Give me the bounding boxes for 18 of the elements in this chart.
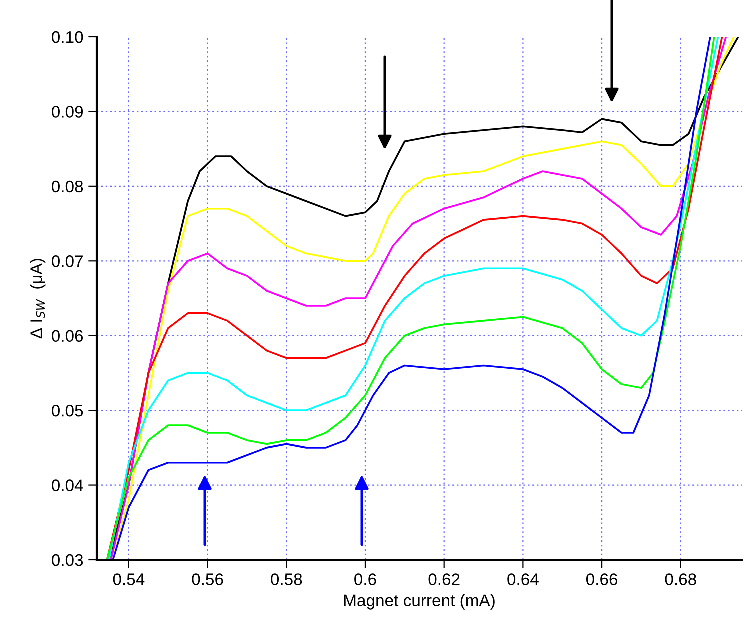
- x-tick-label: 0.64: [508, 574, 539, 586]
- y-tick-label: 0.10: [52, 31, 84, 44]
- y-tick-label: 0.06: [52, 330, 84, 342]
- x-tick-label: 0.68: [665, 574, 696, 586]
- x-tick-label: 0.6: [354, 574, 376, 586]
- x-tick-label: 0.58: [271, 574, 302, 586]
- x-tick-label: 0.66: [586, 574, 618, 586]
- x-tick-label: 0.56: [192, 574, 224, 586]
- x-axis-title: Magnet current (mA): [344, 594, 495, 610]
- x-tick-label: 0.62: [428, 574, 460, 586]
- y-tick-label: 0.07: [52, 256, 83, 268]
- y-tick-label: 0.03: [52, 554, 84, 566]
- y-tick-label: 0.05: [52, 404, 84, 417]
- y-tick-label: 0.09: [52, 106, 84, 118]
- x-tick-label: 0.54: [113, 574, 145, 586]
- y-tick-label: 0.04: [52, 480, 84, 492]
- y-tick-label: 0.08: [52, 180, 84, 193]
- y-axis-title: Δ I$_{SW}$ (μA): [30, 259, 46, 339]
